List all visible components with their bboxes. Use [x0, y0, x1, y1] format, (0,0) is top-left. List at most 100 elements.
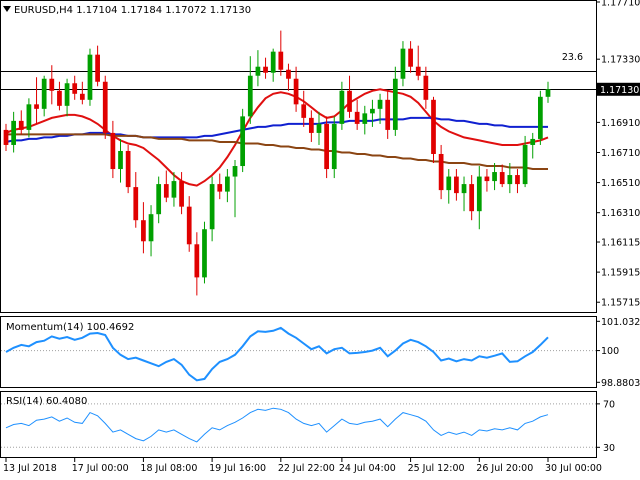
ma-line-brown	[6, 133, 548, 170]
price-tick-label: 1.15915	[601, 268, 640, 279]
candle-body	[316, 123, 322, 133]
rsi-tick-label: 70	[603, 399, 615, 410]
time-tick-label: 18 Jul 08:00	[140, 463, 197, 474]
candle-body	[438, 153, 444, 191]
price-tick-label: 1.16710	[601, 148, 640, 159]
price-tick-label: 1.16910	[601, 118, 640, 129]
candle-body	[3, 129, 9, 145]
candle-body	[79, 93, 85, 100]
candle-body	[400, 48, 406, 79]
candle-body	[232, 166, 238, 177]
candle-body	[469, 184, 475, 212]
candle-body	[270, 51, 276, 73]
candle-body	[423, 75, 429, 100]
candle-body	[118, 150, 123, 170]
candle-body	[278, 51, 284, 70]
candle-body	[408, 48, 413, 67]
price-tick-label: 1.15715	[601, 298, 640, 309]
price-tick-label: 1.17330	[601, 55, 640, 66]
candle-body	[11, 120, 17, 145]
candle-body	[34, 104, 39, 109]
candle-body	[370, 108, 375, 114]
candle-body	[454, 176, 459, 194]
candle-body	[339, 90, 345, 124]
candle-body	[240, 116, 246, 167]
candle-body	[186, 206, 192, 245]
time-tick-label: 19 Jul 16:00	[209, 463, 266, 474]
candle-body	[163, 184, 169, 198]
candle-body	[301, 104, 307, 118]
time-tick-label: 17 Jul 00:00	[72, 463, 129, 474]
current-price-marker: 1.17130	[597, 82, 640, 96]
candle-body	[41, 78, 47, 109]
candle-body	[461, 184, 467, 194]
candle-body	[171, 181, 177, 198]
price-pane: EURUSD,H4 1.17104 1.17184 1.17072 1.1713…	[0, 0, 640, 313]
candle-body	[26, 104, 32, 130]
candle-body	[545, 89, 551, 97]
time-tick-label: 25 Jul 12:00	[408, 463, 465, 474]
candle-body	[530, 138, 536, 145]
momentum-title: Momentum(14) 100.4692	[6, 322, 134, 333]
candle-body	[57, 90, 62, 106]
candle-body	[263, 66, 268, 73]
momentum-tick-label: 101.0327	[601, 317, 640, 328]
price-tick-label: 1.16310	[601, 208, 640, 219]
moving-averages	[5, 88, 549, 187]
current-price-box	[597, 82, 640, 96]
candle-body	[133, 187, 139, 221]
rsi-axis: 70 30	[596, 399, 615, 454]
candle-body	[362, 113, 368, 124]
candle-body	[209, 184, 215, 230]
horizontal-levels	[1, 71, 596, 90]
candle-body	[64, 83, 70, 106]
rsi-pane: RSI(14) 60.4080 70 30	[0, 391, 615, 458]
rsi-pane-border	[0, 391, 597, 458]
rsi-tick-label: 30	[603, 443, 615, 454]
momentum-axis: 101.0327 100 98.8803	[596, 317, 640, 389]
candle-body	[110, 132, 116, 170]
candle-body	[125, 150, 131, 188]
candle-body	[354, 111, 360, 124]
time-tick-label: 24 Jul 04:00	[339, 463, 396, 474]
momentum-pane: Momentum(14) 100.4692 101.0327 100 98.8803	[0, 316, 640, 389]
rsi-title: RSI(14) 60.4080	[6, 396, 87, 407]
momentum-line	[5, 326, 549, 382]
candle-body	[141, 220, 146, 242]
fib-level-label: 23.6	[562, 52, 583, 63]
time-axis: 13 Jul 2018 17 Jul 00:00 18 Jul 08:00 19 Ju…	[3, 458, 602, 474]
rsi-reference-lines	[1, 403, 596, 448]
time-tick-label: 13 Jul 2018	[3, 463, 57, 474]
candle-body	[156, 184, 162, 215]
candle-body	[225, 176, 230, 192]
candle-body	[377, 99, 383, 109]
candle-body	[293, 78, 299, 105]
ma-line-blue	[5, 116, 548, 143]
candle-body	[18, 120, 24, 130]
momentum-tick-label: 100	[601, 346, 619, 357]
candle-body	[324, 123, 329, 170]
symbol-header: EURUSD,H4 1.17104 1.17184 1.17072 1.1713…	[14, 5, 251, 16]
candle-body	[194, 244, 200, 278]
ma-line-red	[5, 88, 549, 187]
collapse-arrow-icon[interactable]	[3, 6, 11, 12]
momentum-pane-border	[0, 316, 597, 388]
candle-body	[522, 144, 528, 185]
candle-body	[515, 175, 520, 185]
candle-body	[484, 176, 490, 182]
price-axis: 1.17710 1.17330 1.16910 1.16710 1.16510 1.163…	[596, 0, 640, 309]
candle-body	[331, 123, 337, 170]
rsi-line	[5, 407, 549, 443]
price-pane-border	[0, 0, 597, 313]
candle-body	[72, 83, 78, 94]
candle-body	[179, 181, 184, 207]
candle-body	[286, 69, 291, 79]
candle-body	[148, 214, 154, 242]
candle-body	[102, 81, 108, 133]
candle-body	[95, 54, 100, 82]
time-tick-label: 22 Jul 22:00	[278, 463, 335, 474]
time-tick-label: 30 Jul 00:00	[545, 463, 602, 474]
candle-body	[476, 176, 482, 212]
candle-body	[446, 176, 452, 191]
candle-body	[202, 229, 207, 278]
